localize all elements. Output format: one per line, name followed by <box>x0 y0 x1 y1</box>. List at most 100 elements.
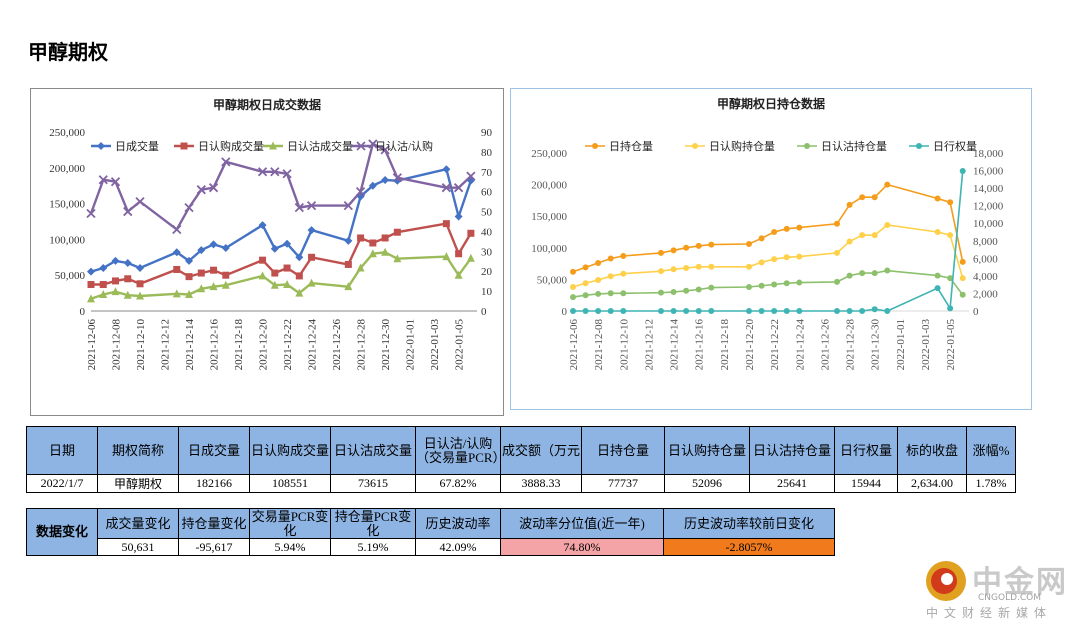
header-cell: 日认沽/认购（交易量PCR） <box>415 426 506 475</box>
openinterest-data-point <box>683 308 690 314</box>
volume-series-line-0 <box>90 167 473 273</box>
volume-data-point <box>369 239 377 247</box>
volume-legend-marker <box>269 141 277 150</box>
volume-data-point <box>209 240 218 249</box>
openinterest-data-point <box>871 232 878 239</box>
openinterest-x-tick-label: 2022-01-03 <box>920 319 932 371</box>
volume-y-tick-label: 100,000 <box>49 234 85 246</box>
openinterest-legend-label: 日行权量 <box>933 140 977 153</box>
volume-x-tick-label: 2022-01-03 <box>429 319 441 371</box>
openinterest-data-point <box>934 195 941 202</box>
volume-data-point <box>283 239 292 248</box>
openinterest-data-point <box>582 308 589 314</box>
openinterest-data-point <box>771 281 778 288</box>
volume-data-point <box>343 200 353 211</box>
volume-data-point <box>454 212 463 221</box>
volume-x-tick-label: 2021-12-16 <box>209 319 221 371</box>
daily-volume-chart: 甲醇期权日成交数据 0 50,000 100,000 150,000 200,000 250… <box>30 88 504 416</box>
openinterest-x-tick-label: 2021-12-08 <box>593 319 605 371</box>
volume-data-point <box>257 167 268 177</box>
openinterest-y-tick-label: 50,000 <box>537 274 568 286</box>
openinterest-y2-tick-label: 2,000 <box>973 288 998 300</box>
openinterest-data-point <box>758 282 765 289</box>
volume-y-tick-label: 0 <box>80 306 86 318</box>
openinterest-y2-tick-label: 0 <box>973 306 979 318</box>
openinterest-y2-tick-label: 10,000 <box>973 218 1004 230</box>
openinterest-data-point <box>846 308 853 314</box>
volume-data-point <box>99 290 108 299</box>
openinterest-data-point <box>934 229 941 235</box>
volume-x-tick-label: 2021-12-22 <box>282 319 294 370</box>
volume-data-point <box>87 294 95 303</box>
openinterest-data-point <box>771 256 778 263</box>
openinterest-data-point <box>695 263 702 270</box>
openinterest-data-point <box>620 308 627 314</box>
openinterest-y-tick-label: 250,000 <box>531 148 567 160</box>
openinterest-y2-tick-label: 18,000 <box>973 148 1004 160</box>
volume-data-point <box>344 236 353 245</box>
volume-data-point <box>135 196 145 207</box>
openinterest-x-tick-label: 2021-12-10 <box>618 319 630 371</box>
volume-legend-marker <box>97 142 105 150</box>
openinterest-series-line-2 <box>572 269 964 298</box>
volume-data-point <box>380 145 390 155</box>
openinterest-x-tick-label: 2021-12-12 <box>643 319 655 370</box>
openinterest-x-tick-label: 2021-12-24 <box>794 319 806 371</box>
openinterest-data-point <box>695 242 702 249</box>
volume-data-point <box>294 202 304 213</box>
volume-data-point <box>86 208 96 219</box>
volume-data-point <box>308 253 316 261</box>
openinterest-legend-label: 日持仓量 <box>609 139 653 153</box>
volume-data-point <box>295 288 304 297</box>
openinterest-data-point <box>658 249 664 256</box>
volume-series-line-2 <box>90 251 472 300</box>
openinterest-data-point <box>683 265 690 272</box>
volume-y-tick-label: 250,000 <box>49 127 85 139</box>
openinterest-data-point <box>620 270 627 277</box>
openinterest-series-line-3 <box>573 170 964 312</box>
volume-data-point <box>110 177 121 187</box>
openinterest-y2-tick-label: 6,000 <box>973 253 998 265</box>
header-cell: 历史波动率较前日变化 <box>663 508 835 539</box>
openinterest-data-point <box>607 273 614 280</box>
openinterest-data-point <box>570 268 576 275</box>
header-cell: 日认沽持仓量 <box>749 426 835 475</box>
volume-data-point <box>123 290 132 299</box>
table-cell: 3888.33 <box>500 474 582 493</box>
volume-y-tick-label: 200,000 <box>49 163 85 175</box>
header-cell: 日成交量 <box>178 426 250 475</box>
logo-name: 中金网 <box>972 565 1068 600</box>
openinterest-data-point <box>859 232 866 239</box>
volume-data-point <box>197 284 206 293</box>
openinterest-data-point <box>783 254 790 261</box>
volume-data-point <box>173 265 181 273</box>
openinterest-legend-marker <box>692 143 698 149</box>
openinterest-data-point <box>582 264 589 271</box>
volume-data-point <box>270 280 279 289</box>
volume-y2-tick-label: 20 <box>481 266 493 278</box>
openinterest-data-point <box>859 308 866 314</box>
openinterest-data-point <box>783 308 790 314</box>
openinterest-data-point <box>708 284 715 291</box>
volume-data-point <box>307 226 316 235</box>
volume-x-tick-label: 2021-12-12 <box>160 319 172 370</box>
volume-y2-tick-label: 80 <box>481 147 493 159</box>
openinterest-data-point <box>934 285 941 292</box>
volume-data-point <box>259 256 267 264</box>
openinterest-data-point <box>570 308 576 314</box>
volume-x-tick-label: 2021-12-08 <box>111 319 123 371</box>
openinterest-x-tick-label: 2022-01-01 <box>895 319 907 370</box>
volume-data-point <box>208 183 219 193</box>
volume-x-tick-label: 2021-12-10 <box>135 319 147 371</box>
table-cell: 182166 <box>178 474 250 493</box>
volume-legend-marker <box>180 142 188 150</box>
volume-data-point <box>368 181 377 190</box>
openinterest-data-point <box>607 290 614 297</box>
daily-summary-table: 日期 期权简称 日成交量 日认购成交量 日认沽成交量 日认沽/认购（交易量PCR… <box>26 426 1016 493</box>
openinterest-y-tick-label: 200,000 <box>531 180 567 192</box>
header-cell: 持仓量PCR变化 <box>330 508 416 539</box>
openinterest-data-point <box>658 308 664 314</box>
volume-data-point <box>172 224 182 235</box>
volume-chart-title: 甲醇期权日成交数据 <box>213 97 321 112</box>
openinterest-data-point <box>959 291 966 298</box>
